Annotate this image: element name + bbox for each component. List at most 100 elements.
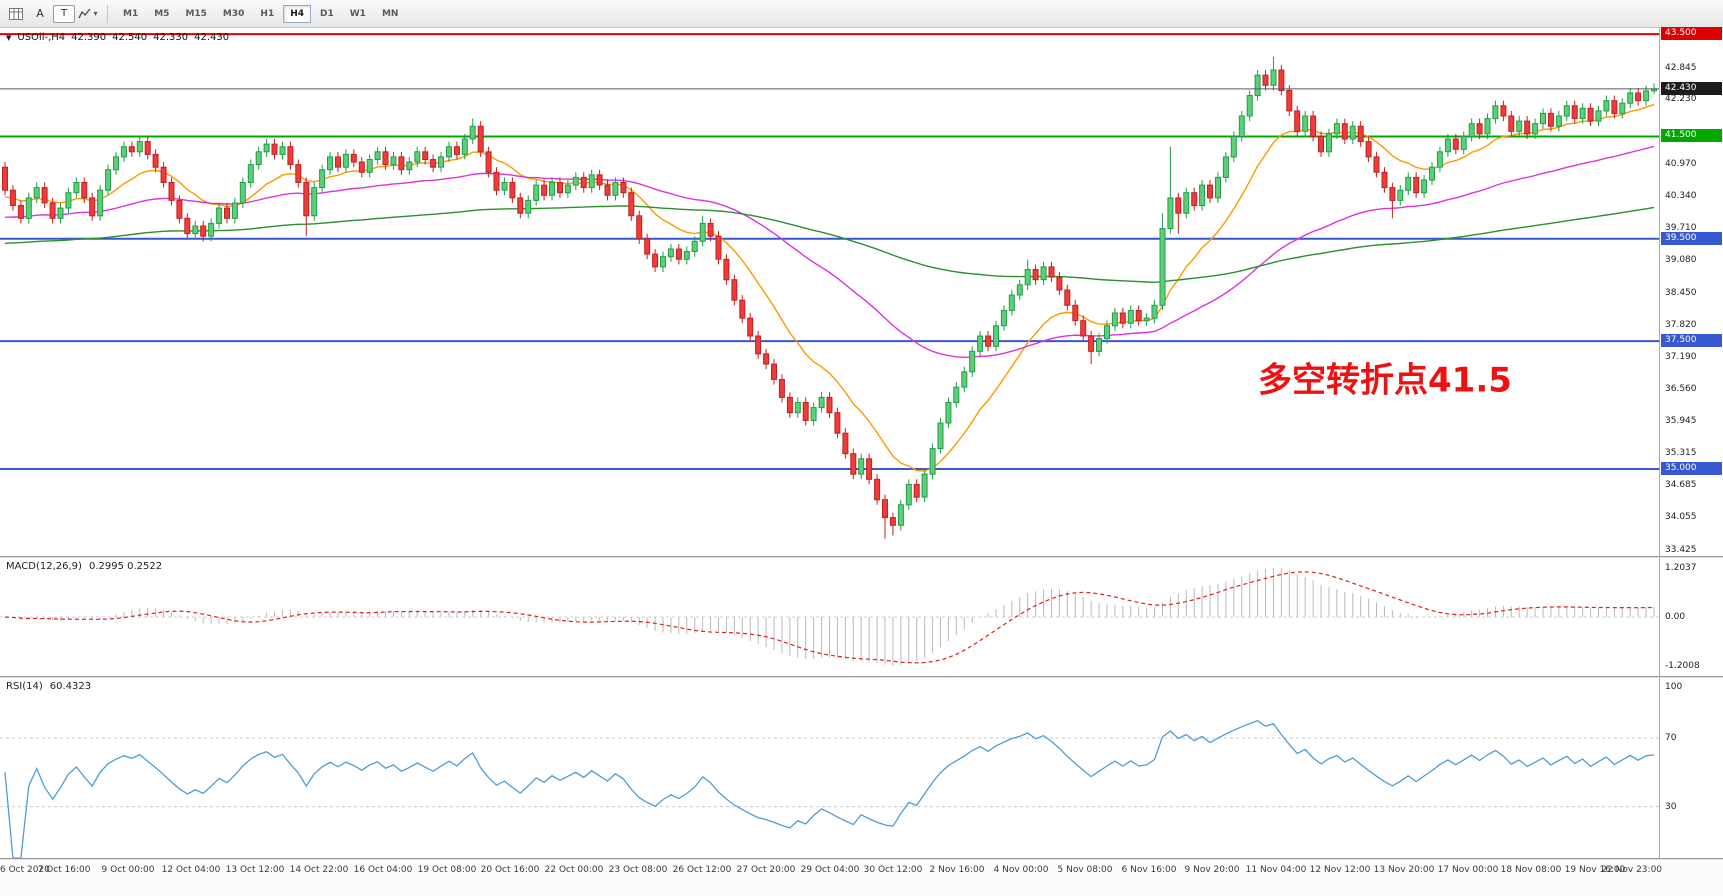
- time-axis-label: 16 Oct 04:00: [353, 865, 413, 875]
- rsi-canvas[interactable]: [0, 678, 1659, 858]
- rsi-scale-label: 70: [1665, 733, 1677, 743]
- price-tick-label: 35.315: [1665, 448, 1697, 458]
- price-tick-label: 34.685: [1665, 480, 1697, 490]
- timeframe-w1-button[interactable]: W1: [343, 5, 373, 23]
- rsi-name: RSI(14): [6, 681, 43, 692]
- time-axis-label: 9 Oct 00:00: [101, 865, 155, 875]
- pane-divider[interactable]: [0, 556, 1723, 558]
- macd-pane: MACD(12,26,9) 0.2995 0.2522 1.2037 0.00 -1…: [0, 558, 1723, 676]
- time-axis-label: 5 Nov 08:00: [1057, 865, 1113, 875]
- time-axis-label: 9 Nov 20:00: [1184, 865, 1240, 875]
- macd-label: MACD(12,26,9) 0.2995 0.2522: [6, 561, 162, 572]
- timeframe-m1-button[interactable]: M1: [116, 5, 145, 23]
- price-tick-label: 35.945: [1665, 416, 1697, 426]
- toolbar-separator: [107, 4, 108, 23]
- timeframe-m30-button[interactable]: M30: [216, 5, 251, 23]
- macd-name: MACD(12,26,9): [6, 561, 82, 572]
- time-axis-label: 6 Nov 16:00: [1121, 865, 1177, 875]
- rsi-label: RSI(14) 60.4323: [6, 681, 91, 692]
- collapse-triangle-icon[interactable]: ▼: [6, 33, 12, 42]
- polyline-icon: [78, 8, 92, 18]
- text-label-tool-button[interactable]: A: [36, 7, 44, 20]
- time-axis[interactable]: 6 Oct 2020 7 Oct 16:00 9 Oct 00:00 12 Oct 0…: [0, 860, 1723, 896]
- grid-icon: [9, 7, 23, 20]
- timeframe-h1-button[interactable]: H1: [253, 5, 281, 23]
- ma-slow-line: [4, 205, 1655, 284]
- time-axis-label: 12 Nov 12:00: [1309, 865, 1371, 875]
- rsi-scale-label: 30: [1665, 802, 1677, 812]
- macd-scale-label: 1.2037: [1665, 563, 1697, 573]
- macd-scale-label: 0.00: [1665, 612, 1686, 622]
- timeframe-mn-button[interactable]: MN: [375, 5, 406, 23]
- chart-window-icon[interactable]: [5, 3, 27, 25]
- timeframe-d1-button[interactable]: D1: [313, 5, 341, 23]
- chart-title: ▼ USOil-,H4 42.390 42.540 42.330 42.430: [6, 32, 229, 43]
- price-tick-label: 34.055: [1665, 512, 1697, 522]
- main-chart-pane: ▼ USOil-,H4 42.390 42.540 42.330 42.430 …: [0, 27, 1723, 556]
- ma-fast-line: [4, 103, 1655, 472]
- macd-canvas[interactable]: [0, 558, 1659, 676]
- price-tick-label: 39.080: [1665, 255, 1697, 265]
- price-tick-label: 39.710: [1665, 223, 1697, 233]
- chevron-down-icon: ▾: [93, 9, 98, 18]
- time-axis-label: 17 Nov 00:00: [1437, 865, 1499, 875]
- time-axis-label: 19 Nov 16:00: [1564, 865, 1626, 875]
- low-value-label: 42.330: [153, 32, 189, 43]
- chart-annotation-text: 多空转折点41.5: [1258, 360, 1512, 401]
- macd-signal-line: [4, 571, 1655, 664]
- time-axis-label: 7 Oct 16:00: [37, 865, 91, 875]
- time-axis-label: 4 Nov 00:00: [993, 865, 1049, 875]
- time-axis-label: 19 Oct 08:00: [417, 865, 477, 875]
- macd-scale-label: -1.2008: [1665, 661, 1700, 671]
- rsi-scale[interactable]: 100 70 30: [1659, 678, 1723, 858]
- timeframe-m15-button[interactable]: M15: [178, 5, 213, 23]
- close-value-label: 42.430: [194, 32, 230, 43]
- time-axis-label: 23 Oct 08:00: [608, 865, 668, 875]
- price-tick-label: 38.450: [1665, 288, 1697, 298]
- pane-divider[interactable]: [0, 676, 1723, 678]
- macd-values: 0.2995 0.2522: [88, 561, 163, 572]
- price-tick-label: 40.970: [1665, 159, 1697, 169]
- time-axis-label: 27 Oct 20:00: [736, 865, 796, 875]
- pane-divider[interactable]: [0, 858, 1723, 860]
- rsi-pane: RSI(14) 60.4323 100 70 30: [0, 678, 1723, 858]
- time-axis-label: 18 Nov 08:00: [1500, 865, 1562, 875]
- candles-series: [2, 56, 1657, 539]
- text-tool-button[interactable]: T: [53, 4, 75, 23]
- price-tick-label: 37.820: [1665, 320, 1697, 330]
- price-tag-43.500: 43.500: [1661, 27, 1722, 40]
- price-tick-label: 36.560: [1665, 384, 1697, 394]
- time-axis-label: 22 Nov 23:00: [1601, 865, 1663, 875]
- price-tick-label: 37.190: [1665, 352, 1697, 362]
- price-tick-label: 40.340: [1665, 191, 1697, 201]
- rsi-values: 60.4323: [49, 681, 92, 692]
- time-axis-label: 20 Oct 16:00: [480, 865, 540, 875]
- symbol-label: USOil-,H4: [17, 32, 66, 43]
- price-tag-35.000: 35.000: [1661, 462, 1722, 475]
- time-axis-label: 14 Oct 22:00: [289, 865, 349, 875]
- open-value-label: 42.390: [71, 32, 107, 43]
- time-axis-label: 22 Oct 00:00: [544, 865, 604, 875]
- shapes-tool-button[interactable]: ▾: [77, 3, 99, 25]
- price-scale[interactable]: 42.845 42.230 40.970 40.340 39.710 39.080 38.4…: [1659, 27, 1723, 556]
- time-axis-label: 30 Oct 12:00: [863, 865, 923, 875]
- time-axis-label: 13 Oct 12:00: [225, 865, 285, 875]
- time-axis-label: 26 Oct 12:00: [672, 865, 732, 875]
- timeframe-h4-button[interactable]: H4: [283, 4, 311, 23]
- price-tag-39.500: 39.500: [1661, 232, 1722, 245]
- toolbar: A T ▾ M1 M5 M15 M30 H1 H4 D1 W1 MN: [0, 0, 1723, 28]
- rsi-scale-label: 100: [1665, 682, 1683, 692]
- time-axis-label: 11 Nov 04:00: [1245, 865, 1307, 875]
- time-axis-label: 6 Oct 2020: [0, 865, 50, 875]
- price-tick-label: 33.425: [1665, 545, 1697, 555]
- price-tag-37.500: 37.500: [1661, 334, 1722, 347]
- rsi-line: [4, 719, 1655, 858]
- price-tick-label: 42.230: [1665, 94, 1697, 104]
- main-chart-canvas[interactable]: [0, 28, 1659, 556]
- macd-scale[interactable]: 1.2037 0.00 -1.2008: [1659, 558, 1723, 676]
- ma-mid-line: [4, 145, 1655, 359]
- price-tick-label: 42.845: [1665, 63, 1697, 73]
- time-axis-label: 2 Nov 16:00: [929, 865, 985, 875]
- timeframe-m5-button[interactable]: M5: [147, 5, 176, 23]
